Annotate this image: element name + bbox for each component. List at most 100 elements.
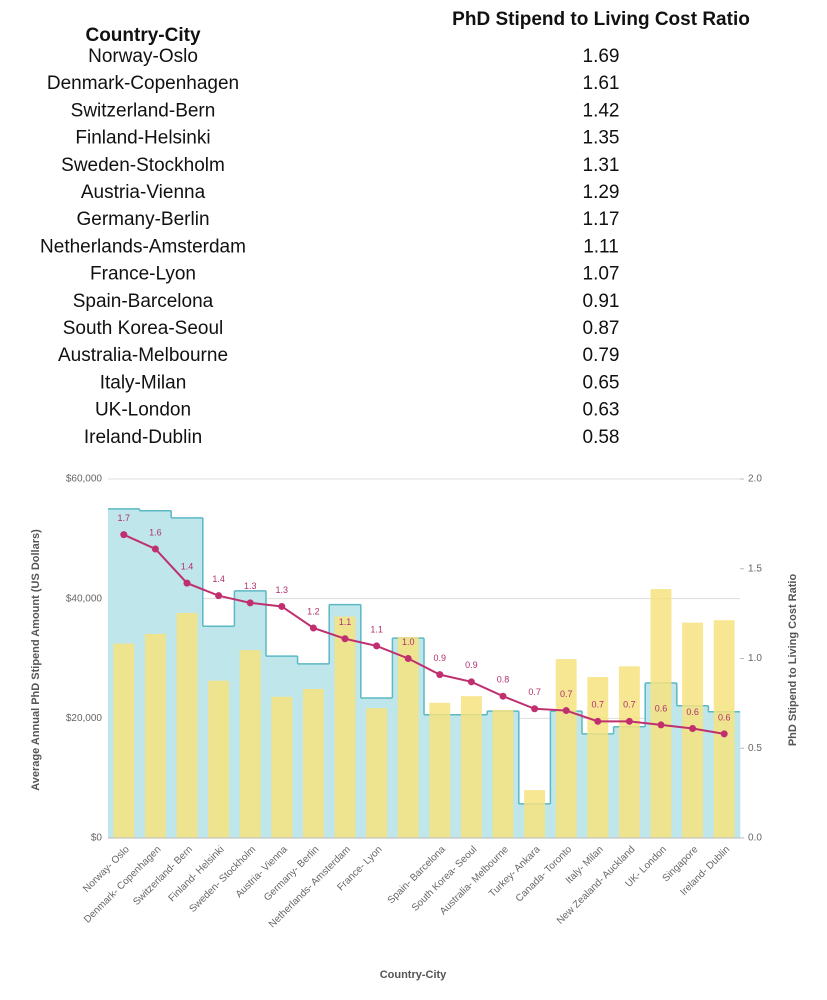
table-cell: Ireland-Dublin [84, 427, 202, 448]
x-tick-label: Finland- Helsinki [167, 844, 227, 904]
y-tick-label: $40,000 [66, 593, 103, 604]
data-label: 0.7 [592, 700, 605, 710]
point [720, 730, 728, 738]
table-cell: Sweden-Stockholm [61, 155, 225, 176]
table-cell: France-Lyon [90, 264, 196, 285]
data-label: 1.4 [212, 574, 225, 584]
data-label: 1.2 [307, 606, 320, 616]
point [689, 725, 697, 733]
point [531, 705, 539, 713]
data-label: 0.9 [465, 660, 478, 670]
table-cell: 1.69 [583, 46, 620, 67]
line [123, 533, 725, 735]
bar [144, 633, 166, 838]
table-cell: Australia-Melbourne [58, 345, 228, 366]
table-cell: Norway-Oslo [88, 46, 198, 67]
bar [176, 613, 198, 838]
table-cell: UK-London [95, 400, 191, 421]
point [215, 592, 223, 600]
bar [460, 696, 482, 838]
bar [366, 708, 388, 838]
data-label: 1.4 [181, 561, 194, 571]
data-label: 0.7 [560, 689, 573, 699]
point [657, 721, 665, 729]
table-cell: Italy-Milan [100, 372, 187, 393]
data-label: 1.0 [402, 637, 415, 647]
y-axis-label: Average Annual PhD Stipend Amount (US Do… [30, 529, 42, 791]
point [499, 692, 507, 700]
table-cell: 1.11 [583, 236, 619, 257]
bar [429, 702, 451, 838]
bar [524, 790, 546, 838]
data-label: 0.6 [655, 703, 668, 713]
data-label: 0.8 [497, 675, 510, 685]
y2-axis-label: PhD Stipend to Living Cost Ratio [787, 574, 799, 747]
data-label: 1.3 [276, 585, 289, 595]
x-axis-label: Country-City [380, 969, 447, 981]
bar [587, 677, 609, 838]
bar [650, 589, 672, 838]
table-cell: 0.87 [583, 318, 620, 339]
point [341, 635, 349, 643]
point [183, 579, 191, 587]
table-cell: Denmark-Copenhagen [47, 73, 239, 94]
bar [208, 680, 230, 838]
y2-tick-label: 1.5 [748, 563, 762, 574]
table-cell: 1.42 [583, 100, 620, 121]
point [278, 602, 286, 610]
table-cell: 0.65 [583, 372, 620, 393]
data-label: 0.9 [434, 653, 447, 663]
bar [334, 616, 356, 838]
x-tick-label: Germany- Berlin [262, 844, 321, 903]
point [120, 531, 128, 539]
bar [492, 709, 514, 838]
y-tick-label: $0 [91, 833, 103, 844]
bar [302, 689, 324, 838]
table-cell: 1.17 [583, 209, 620, 230]
point [562, 707, 570, 715]
x-tick-label: Canada- Toronto [514, 844, 575, 905]
data-label: 0.7 [528, 687, 541, 697]
bar [113, 643, 135, 838]
data-label: 1.3 [244, 581, 257, 591]
table-cell: Netherlands-Amsterdam [40, 236, 246, 257]
bar [555, 659, 577, 838]
table-cell: Spain-Barcelona [73, 291, 214, 312]
point [467, 678, 475, 686]
bar [271, 696, 293, 838]
table-header: PhD Stipend to Living Cost Ratio [452, 9, 750, 30]
y2-tick-label: 0.0 [748, 833, 762, 844]
y2-tick-label: 0.5 [748, 743, 762, 754]
x-tick-label: Spain- Barcelona [386, 844, 448, 906]
point [404, 655, 412, 662]
data-label: 0.6 [686, 707, 699, 717]
table-cell: 0.79 [583, 345, 620, 366]
table-cell: Switzerland-Bern [71, 100, 216, 121]
point [594, 717, 602, 725]
y2-tick-label: 1.0 [748, 653, 762, 664]
bar [618, 666, 640, 838]
point [373, 642, 381, 650]
data-label: 1.7 [118, 513, 131, 523]
data-label: 0.7 [623, 700, 636, 710]
table-cell: Finland-Helsinki [75, 128, 210, 149]
data-label: 1.6 [149, 527, 162, 537]
table-cell: Austria-Vienna [81, 182, 206, 203]
bar [397, 636, 419, 838]
point [625, 717, 633, 725]
table-header: Country-City [85, 25, 200, 46]
table-cell: Germany-Berlin [76, 209, 209, 230]
table-cell: 1.31 [583, 155, 620, 176]
y2-tick-label: 2.0 [748, 474, 762, 485]
table-cell: 1.29 [583, 182, 620, 203]
point [151, 545, 159, 553]
bar [239, 650, 261, 838]
data-label: 1.1 [370, 624, 383, 634]
point [436, 671, 444, 679]
y-tick-label: $20,000 [66, 713, 103, 724]
point [309, 624, 317, 632]
table-cell: 1.07 [583, 264, 620, 285]
data-label: 1.1 [339, 617, 352, 627]
table-cell: 0.91 [583, 291, 620, 312]
